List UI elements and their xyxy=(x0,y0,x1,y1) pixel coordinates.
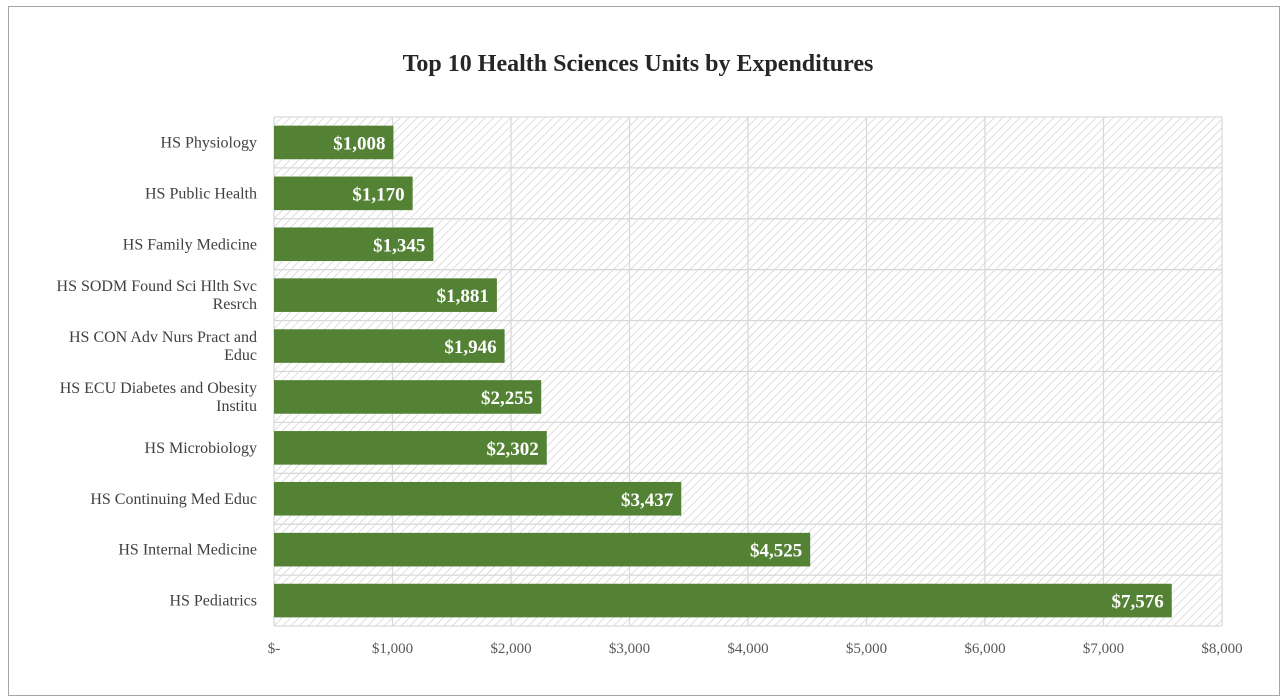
category-label: HS Pediatrics xyxy=(169,593,257,610)
bar xyxy=(274,532,811,567)
data-label: $1,345 xyxy=(373,235,425,256)
data-label: $1,881 xyxy=(437,286,489,307)
category-label: HS ECU Diabetes and Obesity Institu xyxy=(60,380,257,415)
data-labels: $1,008 $1,170 $1,345 $1,881 $1,946 $2,255 $2,3… xyxy=(333,133,1164,612)
x-tick-label: $5,000 xyxy=(846,641,887,657)
category-label: HS Internal Medicine xyxy=(118,542,257,559)
category-labels: HS Physiology HS Public Health HS Family M… xyxy=(57,134,257,609)
data-label: $2,302 xyxy=(487,439,539,460)
bar xyxy=(274,227,434,262)
bar xyxy=(274,125,394,160)
x-tick-label: $- xyxy=(268,641,281,657)
bar xyxy=(274,329,505,363)
bar xyxy=(274,481,682,516)
data-label: $1,170 xyxy=(352,184,404,205)
category-label: HS Continuing Med Educ xyxy=(90,491,257,508)
x-tick-label: $4,000 xyxy=(727,641,768,657)
x-tick-label: $6,000 xyxy=(964,641,1005,657)
x-tick-label: $2,000 xyxy=(490,641,531,657)
category-label: HS Public Health xyxy=(145,185,257,202)
category-label: HS Family Medicine xyxy=(123,236,257,253)
x-tick-label: $8,000 xyxy=(1201,641,1242,657)
data-label: $2,255 xyxy=(481,388,533,409)
x-axis-ticks: $- $1,000 $2,000 $3,000 $4,000 $5,000 $6,000 $7… xyxy=(268,641,1243,657)
chart-title: Top 10 Health Sciences Units by Expendit… xyxy=(403,51,874,77)
category-label: HS Microbiology xyxy=(145,440,257,457)
data-label: $3,437 xyxy=(621,490,674,511)
category-label: HS Physiology xyxy=(161,134,257,151)
x-tick-label: $3,000 xyxy=(609,641,650,657)
bar xyxy=(274,431,547,465)
bar xyxy=(274,380,542,414)
bars xyxy=(274,125,1172,618)
bar xyxy=(274,278,497,312)
data-label: $7,576 xyxy=(1112,592,1164,613)
category-label: HS CON Adv Nurs Pract and Educ xyxy=(69,329,257,364)
data-label: $1,946 xyxy=(444,337,496,358)
x-tick-label: $7,000 xyxy=(1083,641,1124,657)
data-label: $1,008 xyxy=(333,133,385,154)
bar xyxy=(274,176,413,211)
data-label: $4,525 xyxy=(750,541,802,562)
bar xyxy=(274,583,1172,618)
x-tick-label: $1,000 xyxy=(372,641,413,657)
category-label: HS SODM Found Sci Hlth Svc Resrch xyxy=(57,278,257,313)
